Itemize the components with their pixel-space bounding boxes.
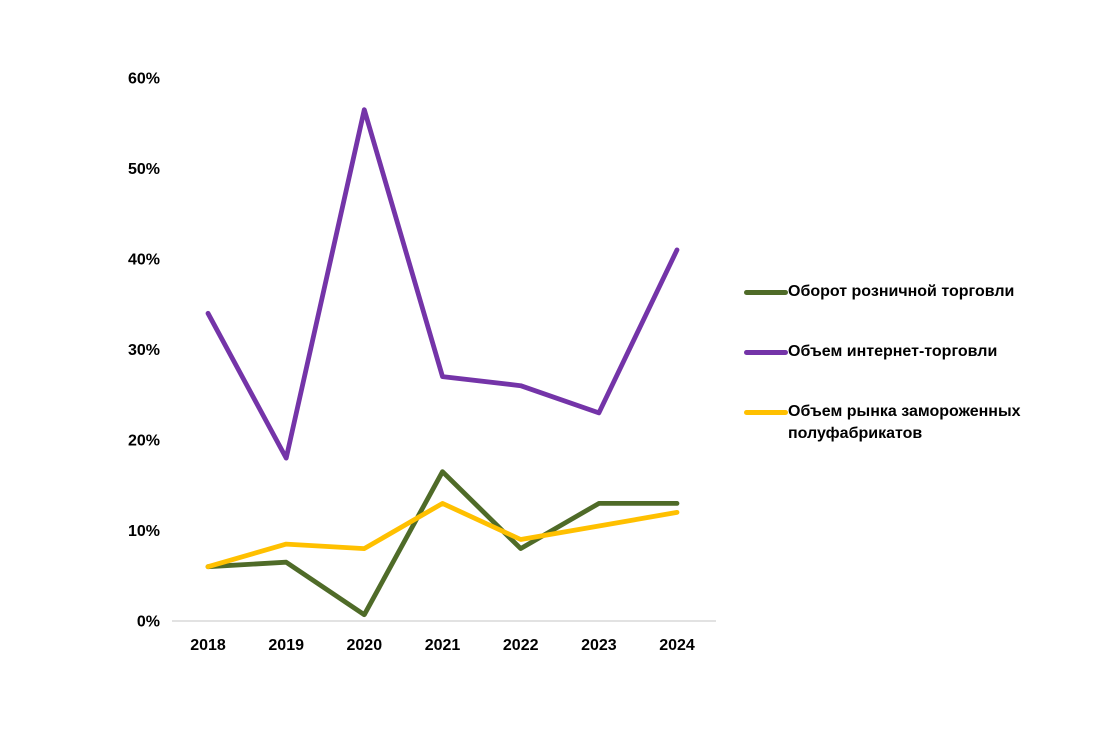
y-tick-label: 60% [128, 71, 160, 88]
legend-label: Объем интернет-торговли [788, 343, 998, 360]
y-tick-label: 40% [128, 252, 160, 269]
x-tick-label: 2018 [190, 637, 226, 654]
y-tick-label: 10% [128, 523, 160, 540]
chart-legend: Оборот розничной торговли Объем интернет-… [744, 281, 1104, 483]
legend-line-swatch [744, 350, 788, 355]
x-tick-label: 2021 [425, 637, 461, 654]
x-tick-label: 2020 [347, 637, 383, 654]
x-tick-label: 2023 [581, 637, 617, 654]
x-tick-label: 2024 [659, 637, 695, 654]
legend-label: Объем рынка замороженных полуфабрикатов [788, 403, 1021, 442]
y-tick-label: 0% [137, 614, 160, 631]
legend-item: Объем рынка замороженных полуфабрикатов [744, 401, 1104, 445]
legend-line-swatch [744, 410, 788, 415]
y-tick-label: 20% [128, 433, 160, 450]
series-line-0 [205, 469, 680, 618]
x-tick-label: 2022 [503, 637, 539, 654]
y-axis-tick-labels: 0% 10% 20% 30% 40% 50% 60% [128, 71, 160, 631]
x-tick-label: 2019 [268, 637, 304, 654]
series-line-2 [205, 500, 680, 570]
y-tick-label: 50% [128, 161, 160, 178]
x-axis-tick-labels: 2018 2019 2020 2021 2022 2023 2024 [190, 637, 695, 654]
series-lines [205, 107, 680, 618]
legend-item: Оборот розничной торговли [744, 281, 1104, 303]
legend-line-swatch [744, 290, 788, 295]
series-line-1 [205, 107, 680, 461]
legend-label: Оборот розничной торговли [788, 283, 1015, 300]
legend-item: Объем интернет-торговли [744, 341, 1104, 363]
y-tick-label: 30% [128, 342, 160, 359]
